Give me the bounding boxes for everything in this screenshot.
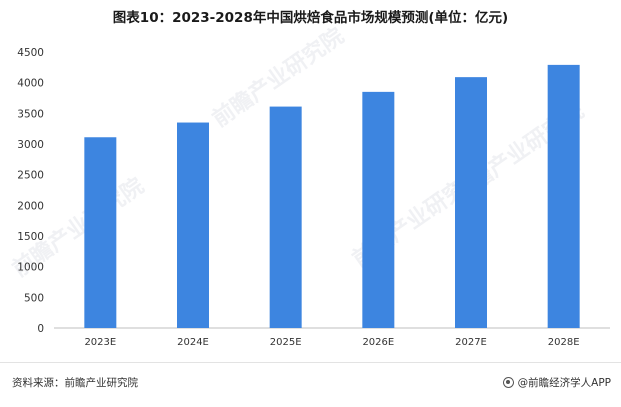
y-tick-label: 2500	[17, 170, 44, 182]
y-tick-label: 3500	[17, 108, 44, 120]
brand-text: @前瞻经济学人APP	[517, 377, 611, 389]
y-tick-label: 1500	[17, 231, 44, 243]
brand-logo-icon	[502, 377, 514, 388]
chart-title: 图表10：2023-2028年中国烘焙食品市场规模预测(单位：亿元)	[112, 10, 509, 26]
bar	[455, 77, 487, 328]
x-tick-label: 2026E	[362, 337, 394, 348]
footer: 资料来源：前瞻产业研究院 @前瞻经济学人APP	[0, 362, 621, 407]
x-tick-label: 2023E	[84, 337, 116, 348]
y-tick-label: 3000	[17, 139, 44, 151]
y-tick-label: 1000	[17, 262, 44, 274]
y-tick-label: 0	[37, 323, 44, 335]
x-tick-label: 2024E	[177, 337, 209, 348]
bar	[547, 64, 580, 328]
y-tick-label: 2000	[17, 200, 44, 212]
bar	[84, 137, 117, 328]
x-tick-label: 2025E	[270, 337, 302, 348]
y-tick-label: 4000	[17, 78, 44, 90]
x-tick-label: 2028E	[548, 337, 580, 348]
y-tick-label: 4500	[17, 47, 44, 59]
bar	[177, 122, 209, 329]
x-tick-label: 2027E	[455, 337, 487, 348]
y-tick-label: 500	[24, 292, 44, 304]
brand: @前瞻经济学人APP	[502, 375, 611, 390]
bar	[269, 106, 302, 328]
bar	[362, 91, 395, 328]
source-text: 资料来源：前瞻产业研究院	[12, 377, 138, 389]
bar-chart: 0 500 1000 1500 2000 2500 3000 3500 4000 4500 2023…	[17, 47, 610, 348]
